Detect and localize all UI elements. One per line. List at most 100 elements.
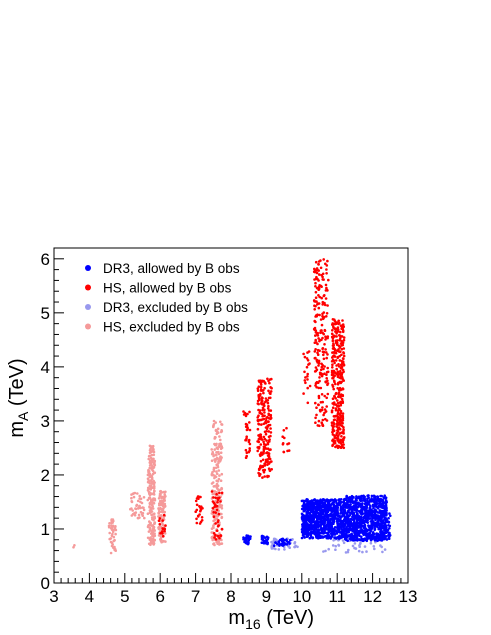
data-point: [354, 529, 357, 532]
data-point: [300, 536, 304, 540]
data-point: [380, 511, 383, 515]
data-point: [315, 505, 318, 508]
data-point: [218, 445, 221, 449]
data-point: [307, 515, 310, 519]
data-point: [343, 524, 347, 528]
data-point: [282, 450, 286, 454]
data-point: [153, 538, 156, 542]
data-point: [247, 438, 251, 442]
data-point: [211, 507, 215, 510]
data-point: [147, 479, 151, 483]
y-axis-title-unit: (TeV): [6, 358, 28, 411]
data-point: [342, 426, 345, 429]
data-point: [335, 520, 339, 523]
data-point: [268, 423, 272, 427]
data-point: [316, 381, 320, 385]
data-point: [267, 417, 271, 420]
data-point: [270, 540, 273, 544]
data-point: [326, 537, 330, 540]
data-point: [313, 522, 317, 525]
data-point: [310, 520, 314, 524]
data-point: [331, 444, 334, 448]
data-point: [332, 325, 335, 329]
data-point: [334, 548, 337, 551]
data-point: [257, 414, 260, 418]
data-point: [317, 302, 321, 305]
data-point: [336, 387, 340, 390]
data-point: [210, 459, 214, 463]
data-point: [315, 520, 319, 523]
data-point: [340, 536, 344, 539]
data-point: [303, 370, 306, 374]
data-point: [366, 536, 370, 540]
data-point: [281, 443, 285, 446]
data-point: [147, 542, 151, 546]
data-point: [331, 519, 335, 523]
data-point: [348, 506, 351, 509]
data-point: [325, 286, 328, 290]
data-point: [325, 419, 329, 422]
data-point: [353, 542, 357, 545]
data-point: [333, 322, 337, 326]
data-point: [149, 462, 152, 466]
data-point: [135, 504, 138, 508]
data-point: [200, 519, 204, 522]
data-point: [198, 505, 201, 508]
data-point: [113, 545, 116, 549]
data-point: [147, 470, 150, 473]
data-point: [215, 463, 218, 467]
data-point: [315, 406, 318, 410]
x-axis-title-main: m: [228, 607, 245, 629]
data-point: [316, 533, 319, 536]
data-point: [214, 421, 217, 424]
data-point: [341, 539, 345, 542]
data-point: [343, 508, 346, 511]
data-point: [319, 331, 322, 335]
data-point: [337, 524, 341, 528]
data-point: [339, 423, 342, 427]
data-point: [313, 370, 317, 373]
data-point: [331, 438, 335, 441]
data-point: [375, 522, 379, 526]
data-point: [337, 363, 340, 366]
data-point: [264, 432, 268, 436]
data-point: [331, 322, 335, 325]
data-point: [133, 513, 137, 517]
data-point: [243, 540, 246, 544]
data-point: [256, 427, 260, 431]
data-point: [342, 354, 346, 358]
data-point: [270, 547, 274, 550]
data-point: [110, 534, 114, 537]
data-point: [367, 500, 370, 504]
data-point: [266, 420, 270, 424]
data-point: [348, 504, 351, 508]
data-point: [337, 395, 340, 399]
data-point: [331, 318, 335, 321]
data-point: [341, 376, 344, 380]
data-point: [258, 433, 262, 437]
data-point: [306, 505, 309, 508]
data-point: [109, 540, 113, 544]
data-point: [108, 522, 111, 525]
data-point: [331, 425, 335, 428]
data-point: [321, 423, 324, 426]
data-point: [150, 510, 154, 513]
data-point: [160, 530, 164, 533]
data-point: [302, 529, 305, 533]
data-point: [319, 368, 323, 372]
data-point: [137, 506, 140, 510]
data-point: [248, 442, 252, 446]
data-point: [362, 526, 366, 530]
data-point: [218, 491, 221, 495]
data-point: [268, 457, 272, 461]
data-point: [320, 531, 324, 534]
data-point: [216, 447, 220, 451]
legend-entry-label: DR3, allowed by B obs: [103, 261, 240, 276]
data-point: [365, 516, 369, 519]
data-point: [244, 448, 248, 452]
data-point: [343, 527, 347, 530]
data-point: [374, 536, 378, 539]
data-point: [306, 372, 310, 376]
data-point: [289, 538, 292, 542]
